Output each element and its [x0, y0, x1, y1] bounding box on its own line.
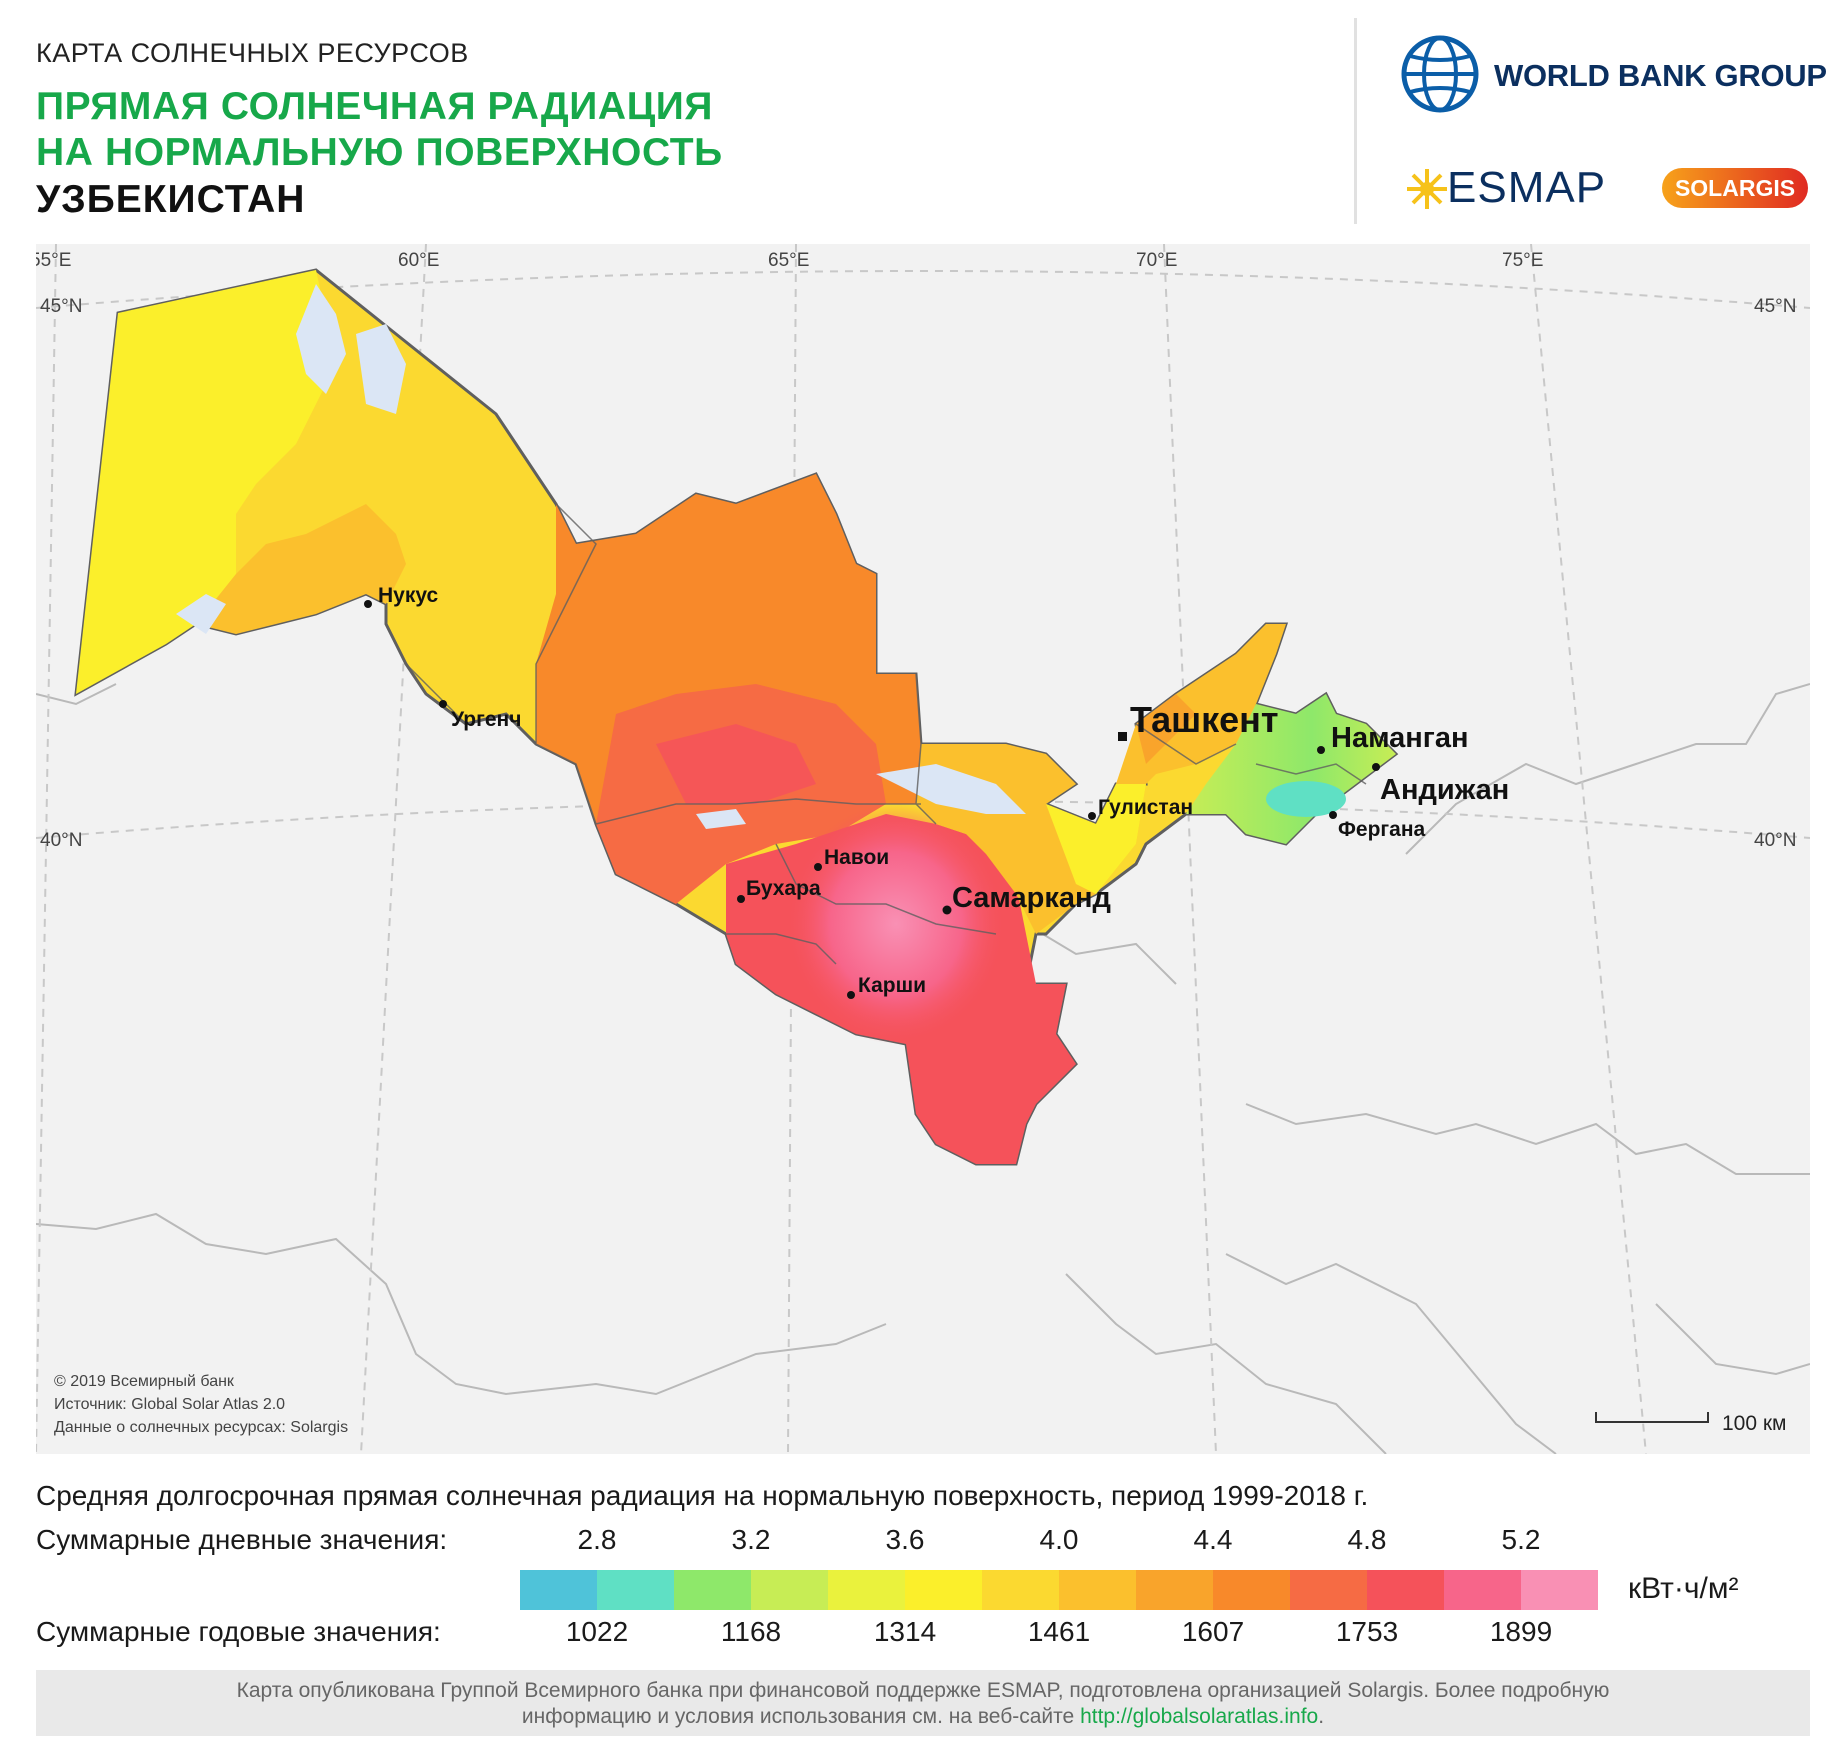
legend-daily-tick-5: 4.8 — [1347, 1524, 1387, 1555]
legend-yearly-tick-3: 1461 — [1027, 1616, 1091, 1647]
country-name: УЗБЕКИСТАН — [36, 178, 306, 221]
lat-label-45-left: 45°N — [40, 296, 82, 317]
legend-yearly-tick-1: 1168 — [720, 1616, 782, 1647]
world-bank-wordmark: WORLD BANK GROUP — [1494, 58, 1827, 93]
world-bank-logo: WORLD BANK GROUP — [1400, 34, 1827, 114]
svg-text:Ургенч: Ургенч — [451, 708, 521, 731]
svg-text:Навои: Навои — [824, 846, 889, 869]
city-karshi[interactable]: Карши — [847, 974, 926, 999]
legend-swatch-12 — [1444, 1570, 1521, 1610]
scale-bar — [1595, 1412, 1709, 1423]
globe-icon — [1401, 35, 1479, 113]
legend-swatch-8 — [1136, 1570, 1213, 1610]
footer-line2: информацию и условия использования см. н… — [36, 1704, 1810, 1730]
city-tashkent[interactable]: Ташкент — [1118, 699, 1279, 741]
header-divider — [1354, 18, 1357, 224]
legend-swatch-9 — [1213, 1570, 1290, 1610]
lon-label-75: 75°E — [1502, 250, 1543, 271]
legend-daily-label: Суммарные дневные значения: — [36, 1524, 448, 1555]
svg-text:Ташкент: Ташкент — [1130, 699, 1279, 740]
legend-swatch-10 — [1290, 1570, 1367, 1610]
credit-copyright: © 2019 Всемирный банк — [54, 1373, 234, 1390]
footer-link[interactable]: http://globalsolaratlas.info — [1080, 1705, 1319, 1728]
graticule-labels: 55°E 60°E 65°E 70°E 75°E 45°N 45°N 40°N … — [36, 250, 1796, 851]
legend-swatch-13 — [1521, 1570, 1598, 1610]
legend-swatch-6 — [982, 1570, 1059, 1610]
lon-label-60: 60°E — [398, 250, 439, 271]
legend-swatch-4 — [828, 1570, 905, 1610]
lon-label-65: 65°E — [768, 250, 809, 271]
city-gulistan[interactable]: Гулистан — [1088, 796, 1193, 820]
lat-label-40-right: 40°N — [1754, 830, 1796, 851]
map-canvas[interactable]: Нукус Ургенч Ташкент Наманган Андижан Гу… — [36, 244, 1810, 1454]
legend-swatch-3 — [751, 1570, 828, 1610]
legend-daily-tick-6: 5.2 — [1501, 1524, 1541, 1555]
svg-text:Андижан: Андижан — [1380, 774, 1509, 806]
legend-swatch-7 — [1059, 1570, 1136, 1610]
map-subtitle: КАРТА СОЛНЕЧНЫХ РЕСУРСОВ — [36, 38, 469, 68]
legend-swatch-0 — [520, 1570, 597, 1610]
legend-swatch-2 — [674, 1570, 751, 1610]
svg-text:Наманган: Наманган — [1331, 722, 1469, 754]
city-fergana[interactable]: Фергана — [1329, 811, 1426, 841]
svg-text:Нукус: Нукус — [378, 584, 439, 607]
credit-source: Источник: Global Solar Atlas 2.0 — [54, 1396, 286, 1413]
legend-daily-tick-0: 2.8 — [577, 1524, 617, 1555]
svg-text:Фергана: Фергана — [1338, 818, 1426, 841]
svg-text:Самарканд: Самарканд — [952, 882, 1111, 914]
map-title-line1: ПРЯМАЯ СОЛНЕЧНАЯ РАДИАЦИЯ — [36, 85, 714, 128]
legend-daily-tick-1: 3.2 — [731, 1524, 771, 1555]
legend-yearly-tick-4: 1607 — [1181, 1616, 1245, 1647]
legend-daily-tick-2: 3.6 — [885, 1524, 925, 1555]
legend-daily-tick-4: 4.4 — [1193, 1524, 1233, 1555]
city-nukus[interactable]: Нукус — [364, 584, 439, 608]
svg-text:Карши: Карши — [858, 974, 926, 997]
uzbekistan-country — [74, 268, 1399, 1166]
credit-data: Данные о солнечных ресурсах: Solargis — [54, 1419, 349, 1436]
legend-swatch-1 — [597, 1570, 674, 1610]
city-andijan[interactable]: Андижан — [1372, 763, 1509, 806]
lon-label-70: 70°E — [1136, 250, 1177, 271]
sunburst-icon — [1407, 169, 1447, 209]
lat-label-45-right: 45°N — [1754, 296, 1796, 317]
city-navoi[interactable]: Навои — [814, 846, 889, 871]
city-markers: Нукус Ургенч Ташкент Наманган Андижан Гу… — [364, 584, 1509, 999]
footer-line2-end: . — [1318, 1705, 1325, 1728]
map-svg: Нукус Ургенч Ташкент Наманган Андижан Гу… — [36, 244, 1810, 1454]
scale-label: 100 км — [1722, 1412, 1787, 1435]
map-credits: © 2019 Всемирный банк Источник: Global S… — [54, 1370, 348, 1439]
lat-label-40-left: 40°N — [40, 830, 82, 851]
legend-yearly-tick-0: 1022 — [565, 1616, 629, 1647]
legend-unit: кВт·ч/м² — [1628, 1572, 1739, 1605]
esmap-wordmark: ESMAP — [1447, 163, 1607, 212]
esmap-logo: ESMAP — [1405, 163, 1605, 213]
legend-title: Средняя долгосрочная прямая солнечная ра… — [36, 1480, 1369, 1511]
footer-line2-text: информацию и условия использования см. н… — [521, 1705, 1081, 1728]
lon-label-55: 55°E — [36, 250, 71, 271]
neighbour-borders — [36, 683, 1810, 1454]
legend-swatch-5 — [905, 1570, 982, 1610]
svg-text:Гулистан: Гулистан — [1098, 796, 1193, 819]
svg-text:Бухара: Бухара — [746, 877, 821, 900]
legend-yearly-tick-2: 1314 — [873, 1616, 937, 1647]
map-title-line2: НА НОРМАЛЬНУЮ ПОВЕРХНОСТЬ — [36, 131, 723, 174]
city-samarkand[interactable]: Самарканд — [942, 882, 1111, 915]
city-urgench[interactable]: Ургенч — [439, 700, 521, 731]
legend-yearly-tick-5: 1753 — [1335, 1616, 1399, 1647]
legend-yearly-label: Суммарные годовые значения: — [36, 1616, 441, 1647]
map-title: ПРЯМАЯ СОЛНЕЧНАЯ РАДИАЦИЯ НА НОРМАЛЬНУЮ … — [36, 84, 723, 176]
city-bukhara[interactable]: Бухара — [737, 877, 821, 903]
legend-yearly-tick-6: 1899 — [1489, 1616, 1553, 1647]
legend-swatch-11 — [1367, 1570, 1444, 1610]
footer-note: Карта опубликована Группой Всемирного ба… — [36, 1670, 1810, 1736]
legend-color-ramp — [520, 1570, 1598, 1610]
legend-daily-tick-3: 4.0 — [1039, 1524, 1079, 1555]
footer-line1: Карта опубликована Группой Всемирного ба… — [236, 1679, 1610, 1702]
city-namangan[interactable]: Наманган — [1317, 722, 1469, 754]
solargis-logo: SOLARGIS — [1662, 168, 1808, 208]
